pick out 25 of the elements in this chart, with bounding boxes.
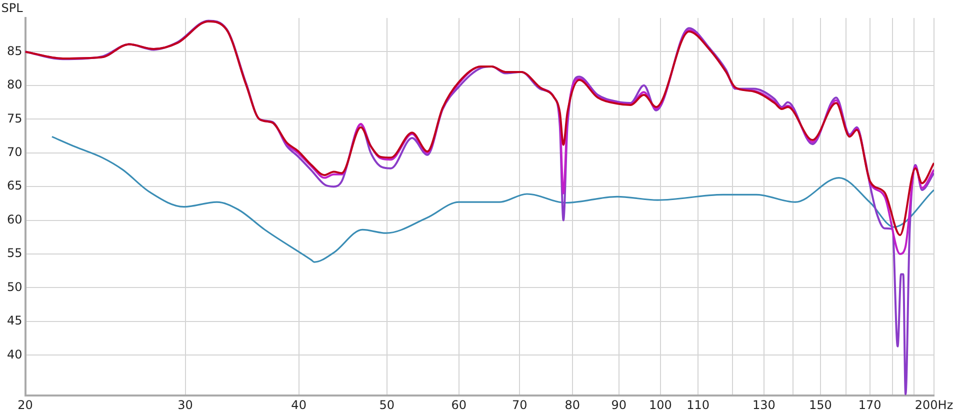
x-tick-label: 60 [451,398,466,412]
y-tick-label: 65 [6,178,22,193]
x-tick-label: 200Hz [914,398,954,412]
y-tick-label: 80 [6,78,22,92]
y-tick-label: 40 [6,347,22,362]
y-axis-title: SPL [1,1,24,16]
x-tick-label: 100 [648,398,672,412]
y-tick-label: 75 [6,111,22,126]
x-tick-label: 110 [686,398,710,412]
y-tick-label: 55 [6,246,22,260]
y-tick-label: 50 [6,280,22,294]
x-tick-label: 130 [752,398,776,412]
x-tick-label: 150 [809,398,832,412]
x-tick-label: 90 [611,398,627,412]
x-tick-label: 70 [512,398,528,412]
y-tick-label: 85 [6,44,22,58]
x-tick-label: 30 [178,398,193,412]
x-tick-label: 80 [564,398,580,412]
x-tick-label: 40 [291,398,306,412]
y-tick-label: 70 [6,144,22,159]
x-tick-label: 50 [379,398,395,412]
y-tick-label: 60 [6,212,22,226]
x-tick-label: 170 [858,398,882,412]
y-tick-label: 45 [6,314,22,328]
x-tick-label: 20 [18,398,33,412]
